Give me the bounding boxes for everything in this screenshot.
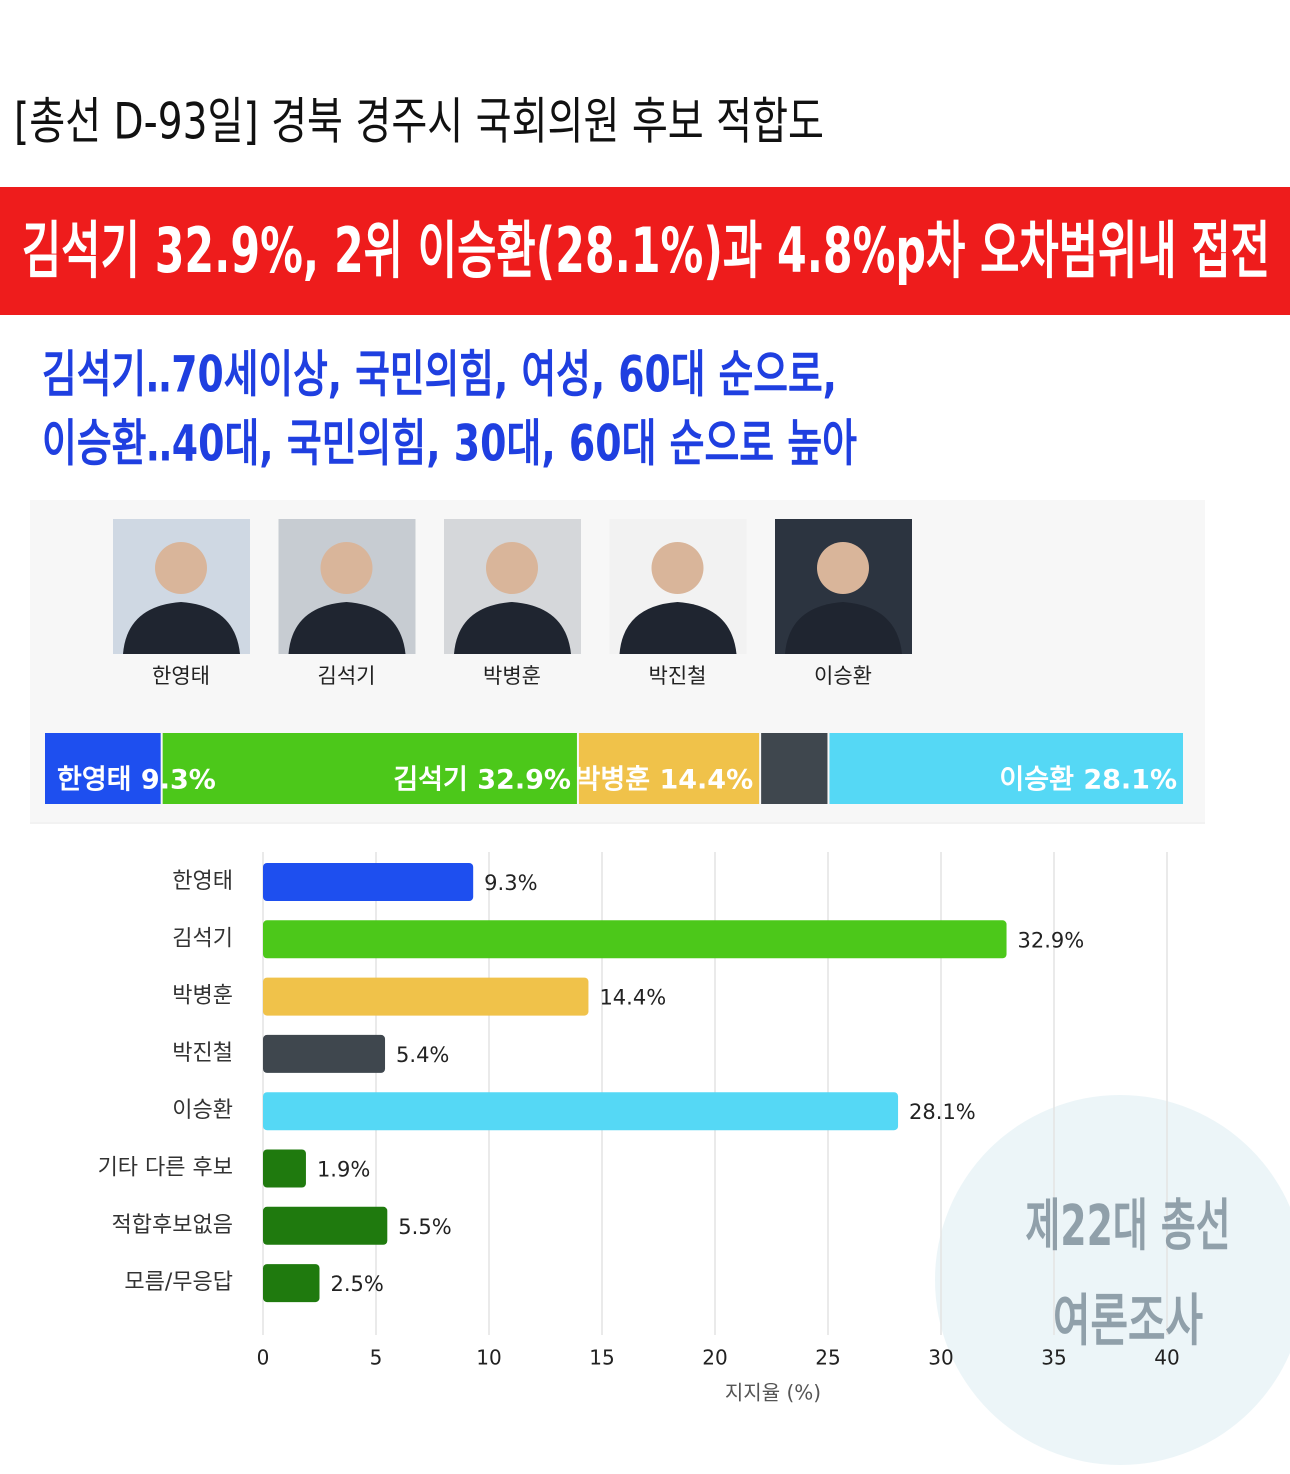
bar: [263, 1149, 306, 1188]
subheading: 김석기‥70세이상, 국민의힘, 여성, 60대 순으로,: [42, 346, 837, 404]
segment-label: 박병훈 14.4%: [576, 765, 754, 796]
photo-head: [320, 542, 373, 594]
headline: 김석기 32.9%, 2위 이승환(28.1%)과 4.8%p차 오차범위내 접…: [22, 214, 1270, 287]
y-tick-label: 박병훈: [172, 984, 233, 1009]
value-label: 28.1%: [909, 1100, 976, 1124]
photo-caption: 한영태: [152, 664, 210, 688]
bar: [263, 1034, 386, 1073]
segment-label: 김석기 32.9%: [393, 765, 571, 796]
photo-body: [785, 602, 902, 654]
stacked-segment: [45, 733, 161, 804]
x-tick-label: 20: [702, 1346, 727, 1370]
x-tick-label: 35: [1041, 1346, 1066, 1370]
y-tick-label: 모름/무응답: [124, 1270, 233, 1295]
stacked-segment: [162, 733, 577, 804]
stacked-segment: [578, 733, 760, 804]
photo-head: [155, 542, 207, 594]
y-tick-label: 한영태: [172, 869, 233, 894]
y-tick-label: 적합후보없음: [112, 1213, 233, 1238]
bar: [263, 920, 1007, 959]
value-label: 1.9%: [317, 1158, 370, 1182]
watermark-circle: [935, 1095, 1290, 1465]
x-tick-label: 30: [928, 1346, 953, 1370]
value-label: 5.4%: [396, 1043, 449, 1067]
photo-body: [454, 602, 571, 654]
bar: [263, 1206, 388, 1245]
watermark-text: 제22대 총선: [1026, 1194, 1231, 1259]
stacked-segment: [829, 733, 1183, 804]
title: [총선 D-93일] 경북 경주시 국회의원 후보 적합도: [14, 93, 824, 151]
y-tick-label: 기타 다른 후보: [98, 1156, 233, 1181]
bar: [263, 863, 474, 901]
value-label: 9.3%: [484, 871, 537, 895]
value-label: 14.4%: [599, 986, 666, 1010]
x-tick-label: 10: [476, 1346, 501, 1370]
photo-body: [288, 602, 406, 654]
photo-head: [486, 542, 538, 594]
photo-body: [123, 602, 240, 654]
x-tick-label: 15: [589, 1346, 614, 1370]
subheading: 이승환‥40대, 국민의힘, 30대, 60대 순으로 높아: [42, 415, 857, 473]
x-tick-label: 0: [257, 1346, 270, 1370]
bar: [263, 1264, 320, 1303]
x-axis-label: 지지율 (%): [725, 1381, 821, 1405]
y-tick-label: 이승환: [172, 1098, 233, 1123]
photo-head: [817, 542, 869, 594]
y-tick-label: 김석기: [172, 926, 233, 951]
bar: [263, 977, 589, 1016]
headline-banner: [0, 187, 1290, 315]
x-tick-label: 25: [815, 1346, 840, 1370]
y-tick-label: 박진철: [172, 1041, 233, 1066]
bar: [263, 1092, 899, 1131]
value-label: 32.9%: [1018, 928, 1085, 952]
photo-body: [619, 602, 737, 654]
value-label: 2.5%: [331, 1272, 384, 1296]
x-tick-label: 40: [1154, 1346, 1179, 1370]
photo-caption: 박병훈: [483, 664, 541, 688]
photo-caption: 이승환: [814, 664, 872, 688]
stacked-segment: [761, 733, 828, 804]
segment-label: 이승환 28.1%: [999, 765, 1177, 796]
segment-label: 한영태 9.3%: [57, 765, 216, 796]
photo-caption: 박진철: [649, 664, 707, 688]
watermark-text: 여론조사: [1053, 1289, 1203, 1354]
photo-head: [651, 542, 704, 594]
value-label: 5.5%: [398, 1215, 451, 1239]
photo-caption: 김석기: [318, 664, 376, 688]
x-tick-label: 5: [370, 1346, 383, 1370]
